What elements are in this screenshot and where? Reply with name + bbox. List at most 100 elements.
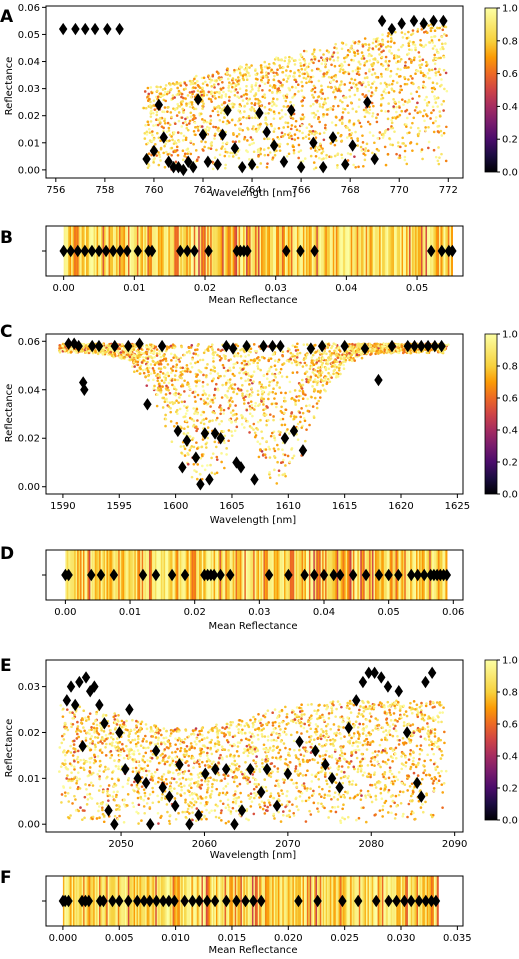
spectral-point <box>374 40 378 43</box>
spectral-point <box>283 411 286 415</box>
spectral-point <box>196 412 199 416</box>
spectral-point <box>420 28 424 31</box>
spectral-point <box>186 370 189 373</box>
spectral-point <box>179 84 183 87</box>
spectral-point <box>284 56 287 59</box>
selected-point-marker <box>159 131 168 144</box>
reflectance-band <box>373 226 376 276</box>
selected-point-marker <box>169 160 178 174</box>
reflectance-band <box>364 226 367 276</box>
selected-point-marker <box>203 155 213 168</box>
spectral-point <box>164 413 167 417</box>
spectral-point <box>294 86 298 89</box>
spectral-point <box>204 442 208 446</box>
spectral-point <box>151 133 154 137</box>
spectral-point <box>159 92 163 95</box>
spectral-point <box>375 75 378 79</box>
spectral-point <box>270 402 274 406</box>
spectral-point <box>207 90 211 94</box>
spectral-point <box>278 386 282 389</box>
colorbar-tick-label: 0.6 <box>502 69 518 80</box>
spectral-point <box>159 362 163 366</box>
spectral-point <box>387 31 390 35</box>
spectral-point <box>394 30 397 34</box>
spectral-point <box>301 136 305 140</box>
selected-point-marker <box>73 244 83 258</box>
spectral-point <box>284 121 288 124</box>
spectral-point <box>319 389 322 393</box>
spectral-point <box>227 407 230 410</box>
spectral-point <box>395 105 398 109</box>
spectral-point <box>305 81 308 85</box>
spectral-point <box>263 60 267 64</box>
spectral-point <box>188 79 192 83</box>
spectral-point <box>299 117 303 121</box>
spectral-point <box>396 141 400 144</box>
spectral-point <box>234 153 238 156</box>
spectral-point <box>228 418 231 422</box>
spectral-point <box>403 75 406 79</box>
spectral-point <box>330 76 333 79</box>
selected-point-marker <box>437 244 446 258</box>
reflectance-band <box>307 226 310 276</box>
spectral-point <box>381 33 384 36</box>
selected-point-marker <box>268 339 277 353</box>
spectral-point <box>173 108 177 112</box>
reflectance-band <box>341 226 344 276</box>
spectral-point <box>224 354 227 358</box>
spectral-point <box>192 107 196 111</box>
reflectance-band <box>317 226 320 276</box>
spectral-point <box>336 131 340 135</box>
spectral-point <box>199 413 203 417</box>
spectral-point <box>188 435 192 438</box>
spectral-point <box>154 95 158 99</box>
spectral-point <box>324 62 327 65</box>
spectral-point <box>331 108 335 111</box>
spectral-point <box>284 464 287 467</box>
spectral-point <box>251 88 254 91</box>
spectral-point <box>394 54 398 57</box>
spectral-point <box>197 155 200 159</box>
spectral-point <box>131 358 135 362</box>
spectral-point <box>290 57 294 60</box>
spectral-point <box>255 350 259 353</box>
spectral-point <box>285 69 288 72</box>
selected-point-marker <box>58 22 68 36</box>
spectral-point <box>403 155 407 159</box>
spectral-point <box>271 156 275 159</box>
spectral-point <box>213 387 217 391</box>
spectral-point <box>327 50 331 54</box>
spectral-point <box>246 389 249 393</box>
spectral-point <box>367 83 371 87</box>
y-tick-label: 0.06 <box>18 3 40 14</box>
spectral-point <box>265 123 269 126</box>
spectral-point <box>196 360 200 364</box>
spectral-point <box>356 52 360 55</box>
spectral-point <box>330 351 334 355</box>
spectral-point <box>213 396 216 399</box>
reflectance-band <box>385 226 388 276</box>
spectral-point <box>206 383 209 386</box>
reflectance-band <box>407 226 410 276</box>
spectral-point <box>352 356 355 360</box>
spectral-point <box>371 82 374 85</box>
spectral-point <box>305 363 308 367</box>
spectral-point <box>335 373 338 377</box>
spectral-point <box>300 100 303 103</box>
spectral-point <box>141 368 145 372</box>
spectral-point <box>205 374 208 377</box>
spectral-point <box>256 389 260 393</box>
spectral-point <box>190 475 194 479</box>
spectral-point <box>174 141 178 145</box>
spectral-point <box>317 146 321 149</box>
spectral-point <box>289 69 292 73</box>
spectral-point <box>133 365 136 368</box>
spectral-point <box>408 48 411 51</box>
spectral-point <box>194 149 198 152</box>
spectral-point <box>307 80 311 83</box>
spectral-point <box>350 359 354 363</box>
reflectance-band <box>343 226 346 276</box>
spectral-point <box>140 361 144 364</box>
spectral-point <box>164 99 167 103</box>
spectral-point <box>237 79 240 82</box>
